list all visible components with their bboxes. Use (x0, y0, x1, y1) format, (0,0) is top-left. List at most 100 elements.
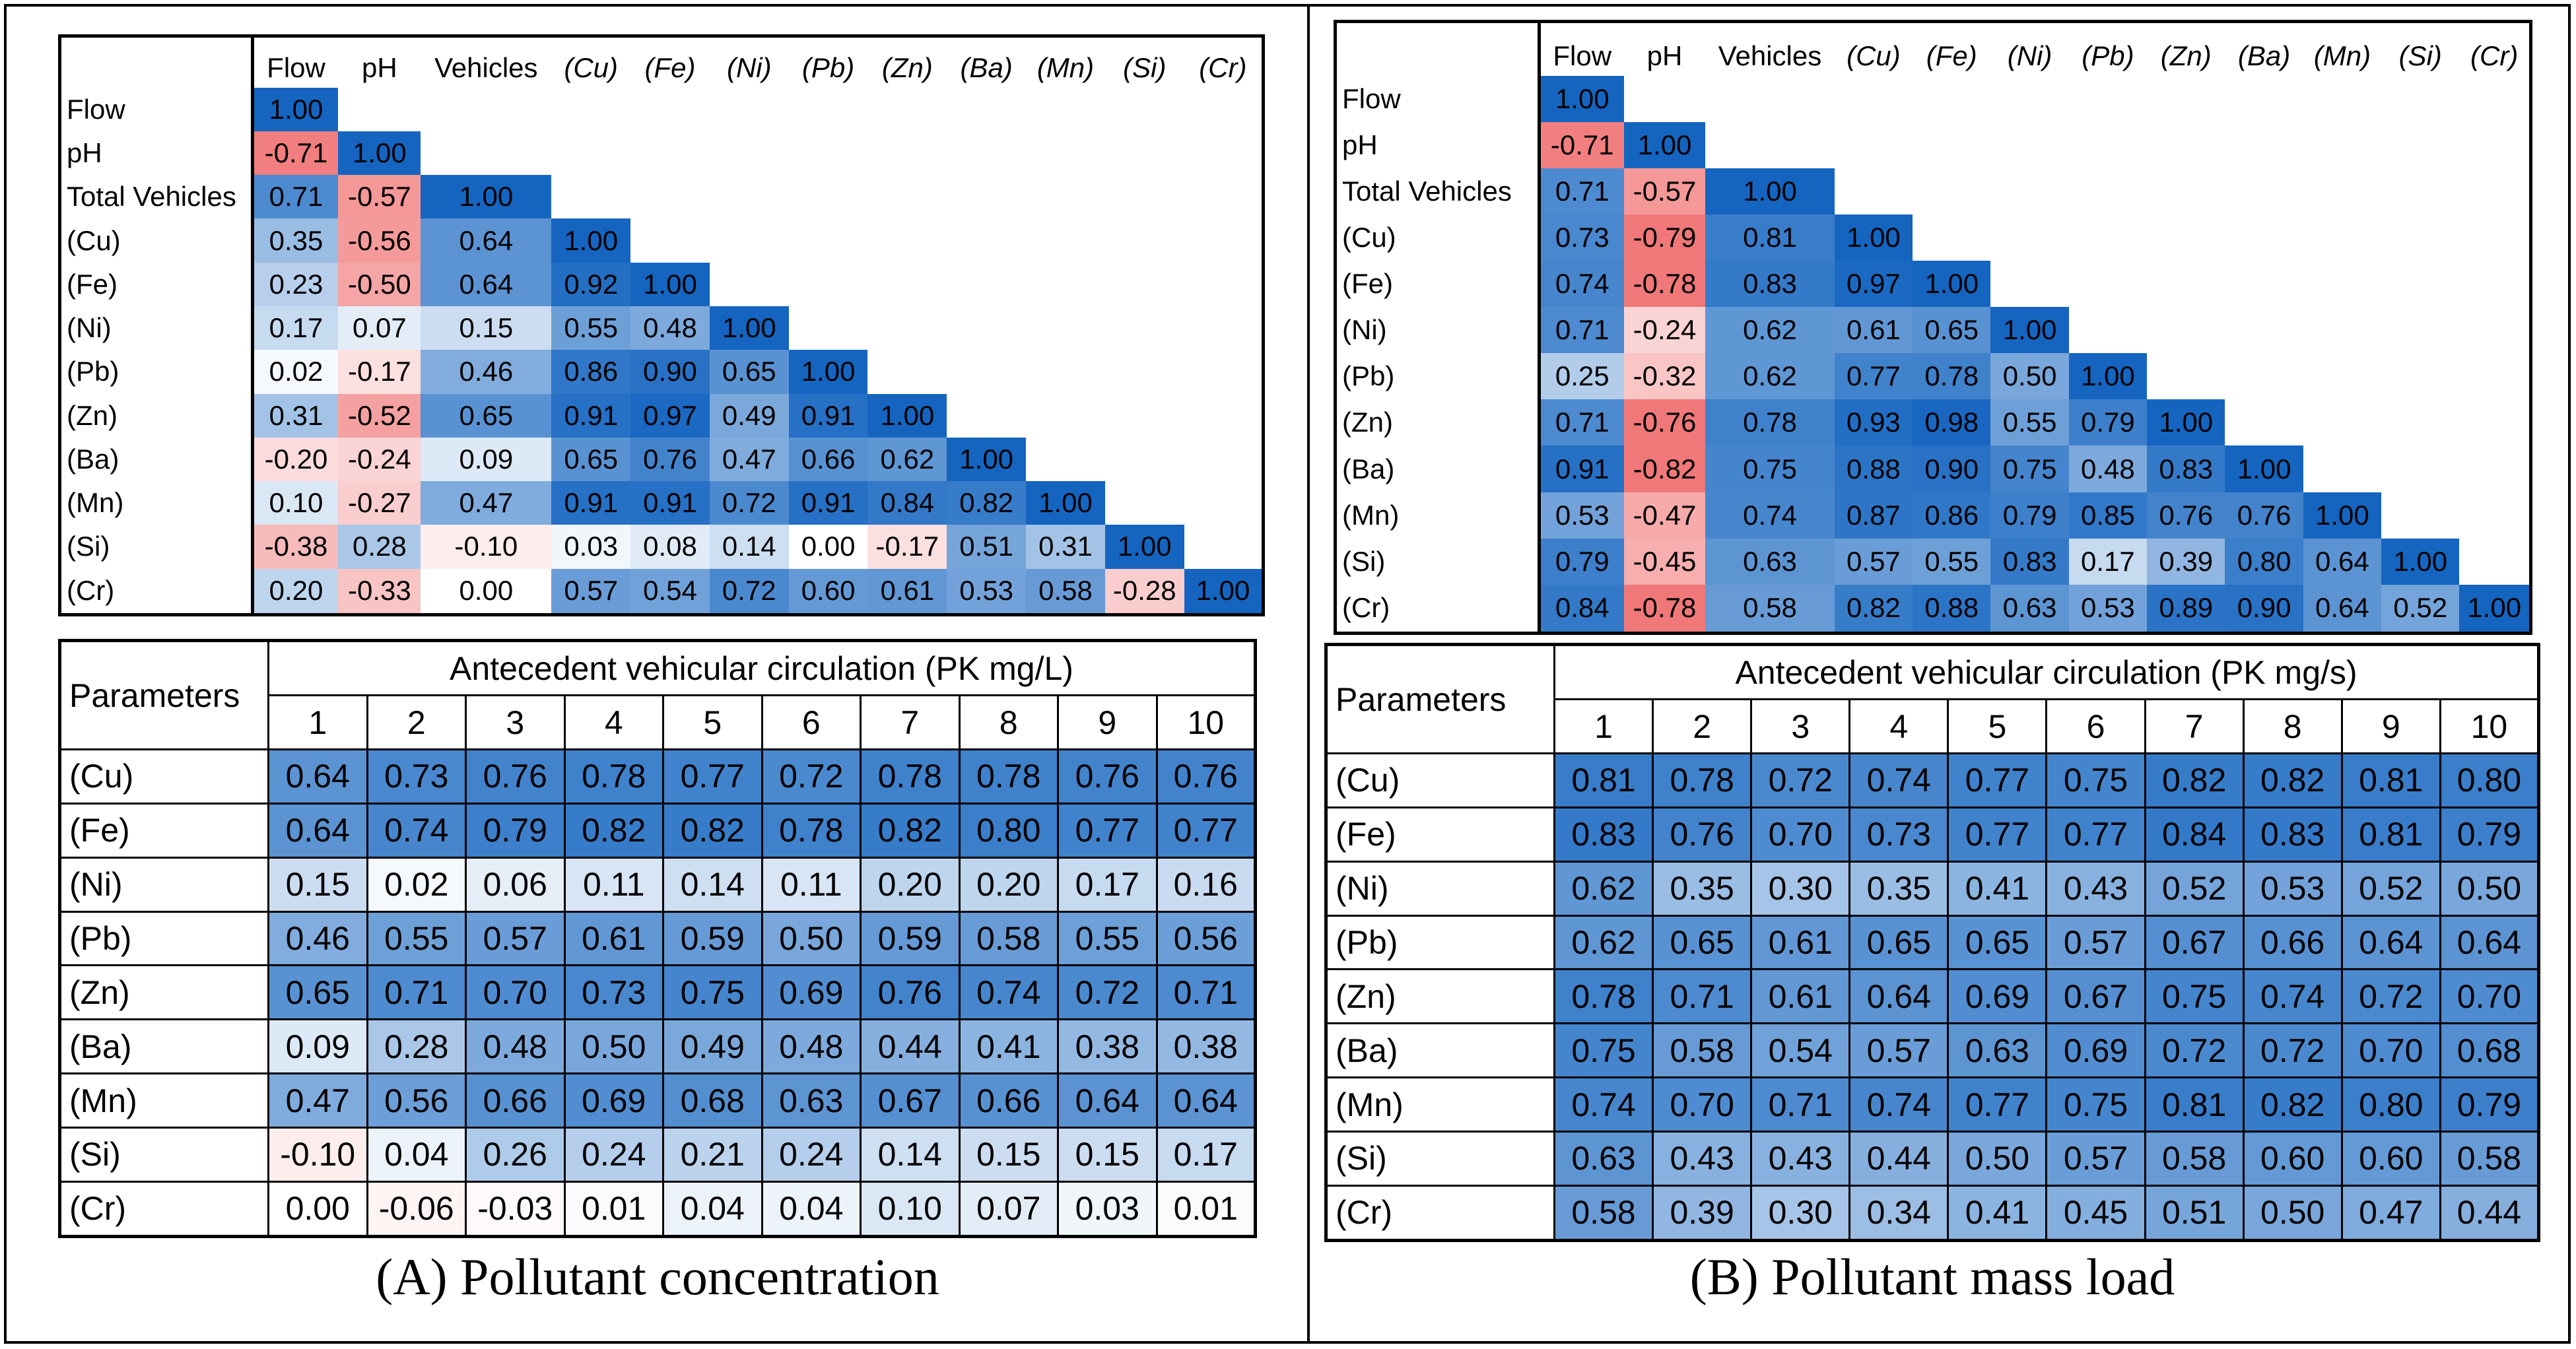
table-row: (Pb) 0.46 0.55 0.57 0.61 0.59 0.50 0.59 0.58 0.55… (59, 910, 1256, 967)
empty-cell (2303, 445, 2381, 492)
value-cell: 0.49 (662, 1018, 763, 1075)
figure-frame (4, 4, 2571, 1344)
empty-cell (789, 306, 868, 350)
empty-cell (2459, 76, 2530, 122)
table-row: (Cu) 0.81 0.78 0.72 0.74 0.77 0.75 0.82 0.82 0.81… (1325, 752, 2540, 808)
row-label: (Cu) (59, 748, 269, 805)
value-cell: 0.58 (1652, 1022, 1753, 1079)
heatmap-cell: 0.86 (551, 350, 631, 394)
heatmap-cell: 0.65 (551, 437, 631, 482)
value-cell: 0.61 (1750, 914, 1851, 971)
value-cell: 0.57 (465, 910, 566, 967)
empty-cell (2459, 445, 2530, 492)
panel-a-correlation: Flow pH Vehicles (Cu) (Fe) (Ni) (Pb) (Zn) (Ba) (M… (58, 34, 1265, 616)
heatmap-cell: 1.00 (2068, 353, 2148, 400)
value-cell: 0.71 (1750, 1076, 1851, 1133)
value-cell: 0.72 (1057, 964, 1158, 1021)
heatmap-cell: 0.15 (421, 306, 552, 350)
empty-cell (2225, 307, 2303, 353)
heatmap-cell: 0.91 (1539, 445, 1624, 492)
empty-cell (789, 175, 868, 218)
empty-cell (710, 88, 789, 131)
heatmap-cell: 1.00 (1184, 568, 1264, 615)
value-cell: 0.54 (1750, 1022, 1851, 1079)
heatmap-cell: 0.55 (551, 306, 631, 350)
empty-cell (947, 131, 1026, 175)
empty-cell (1026, 88, 1105, 131)
empty-cell (630, 218, 710, 262)
empty-cell (867, 218, 947, 262)
value-cell: 0.68 (2439, 1022, 2540, 1079)
header-row: Flow pH Vehicles (Cu) (Fe) (Ni) (Pb) (Zn) (Ba) (M… (1335, 21, 2531, 76)
empty-cell (1184, 88, 1264, 131)
heatmap-cell: 0.48 (2068, 445, 2148, 492)
column-label: pH (1646, 40, 1683, 71)
empty-cell (947, 88, 1026, 131)
value-cell: 0.43 (2045, 860, 2146, 917)
empty-cell (2381, 307, 2459, 353)
row-label: (Pb) (59, 350, 254, 394)
value-cell: 0.82 (860, 802, 961, 859)
pk-table-b: Parameters Antecedent vehicular circulati… (1324, 643, 2540, 1242)
matrix-row: (Cu) 0.73 -0.79 0.81 1.00 (1335, 214, 2531, 261)
value-cell: 0.06 (465, 856, 566, 913)
empty-cell (1705, 76, 1835, 122)
value-cell: 0.04 (761, 1180, 862, 1238)
value-cell: 0.20 (958, 856, 1059, 913)
empty-cell (1105, 175, 1184, 218)
matrix-row: Flow 1.00 (1335, 75, 2531, 123)
heatmap-cell: 0.53 (1539, 492, 1624, 539)
heatmap-cell: -0.56 (338, 218, 421, 263)
value-cell: 0.67 (2045, 968, 2146, 1025)
empty-cell (2225, 122, 2303, 168)
value-cell: 0.81 (2340, 752, 2441, 808)
value-cell: 0.70 (1652, 1076, 1753, 1133)
heatmap-cell: 1.00 (1834, 214, 1913, 261)
value-cell: 0.41 (1947, 1184, 2048, 1242)
row-label: (Ni) (1335, 307, 1541, 354)
heatmap-cell: 0.77 (1834, 353, 1913, 400)
value-cell: 0.21 (662, 1126, 763, 1183)
value-cell: 0.60 (2242, 1130, 2343, 1187)
heatmap-cell: 1.00 (1539, 75, 1624, 123)
heatmap-cell: 0.00 (788, 525, 868, 569)
heatmap-cell: 1.00 (1990, 307, 2069, 354)
column-label: (Fe) (644, 51, 696, 83)
empty-cell (2069, 168, 2147, 214)
value-cell: 0.47 (2340, 1184, 2441, 1242)
matrix-row: Total Vehicles 0.71 -0.57 1.00 (59, 175, 1264, 219)
heatmap-cell: 0.82 (1834, 584, 1913, 634)
column-label: (Cu) (564, 51, 619, 83)
value-cell: 0.80 (2340, 1076, 2441, 1133)
row-label: pH (1335, 122, 1541, 169)
column-number-row: 1 2 3 4 5 6 7 8 9 10 (60, 694, 1256, 751)
heatmap-cell: 0.86 (1913, 492, 1991, 539)
heatmap-cell: 1.00 (630, 262, 710, 306)
value-cell: 0.69 (2045, 1022, 2146, 1079)
empty-cell (1026, 350, 1105, 393)
empty-cell (1105, 438, 1184, 481)
column-number: 2 (1652, 698, 1753, 755)
heatmap-cell: 0.88 (1834, 445, 1913, 492)
empty-cell (1184, 438, 1264, 481)
value-cell: 0.70 (1750, 806, 1851, 863)
heatmap-cell: 0.89 (2147, 584, 2225, 634)
value-cell: -0.10 (267, 1126, 368, 1183)
empty-cell (1913, 76, 1990, 122)
heatmap-cell: 0.91 (630, 481, 710, 525)
value-cell: 0.50 (2439, 860, 2540, 917)
heatmap-cell: 0.90 (1913, 445, 1991, 492)
heatmap-cell: 0.73 (1539, 214, 1624, 261)
heatmap-cell: 0.61 (867, 568, 947, 615)
empty-cell (2459, 492, 2530, 539)
empty-cell (867, 263, 947, 306)
value-cell: 0.78 (1553, 968, 1654, 1025)
table-row: (Ni) 0.62 0.35 0.30 0.35 0.41 0.43 0.52 0.53 0.52… (1325, 860, 2540, 917)
parameters-header: Parameters (1325, 643, 1555, 755)
value-cell: 0.38 (1057, 1018, 1158, 1075)
heatmap-cell: 0.31 (1026, 525, 1105, 569)
value-cell: 0.14 (860, 1126, 961, 1183)
row-label: (Mn) (59, 1072, 269, 1129)
column-number: 7 (2144, 698, 2245, 755)
column-label: Vehicles (434, 51, 538, 83)
